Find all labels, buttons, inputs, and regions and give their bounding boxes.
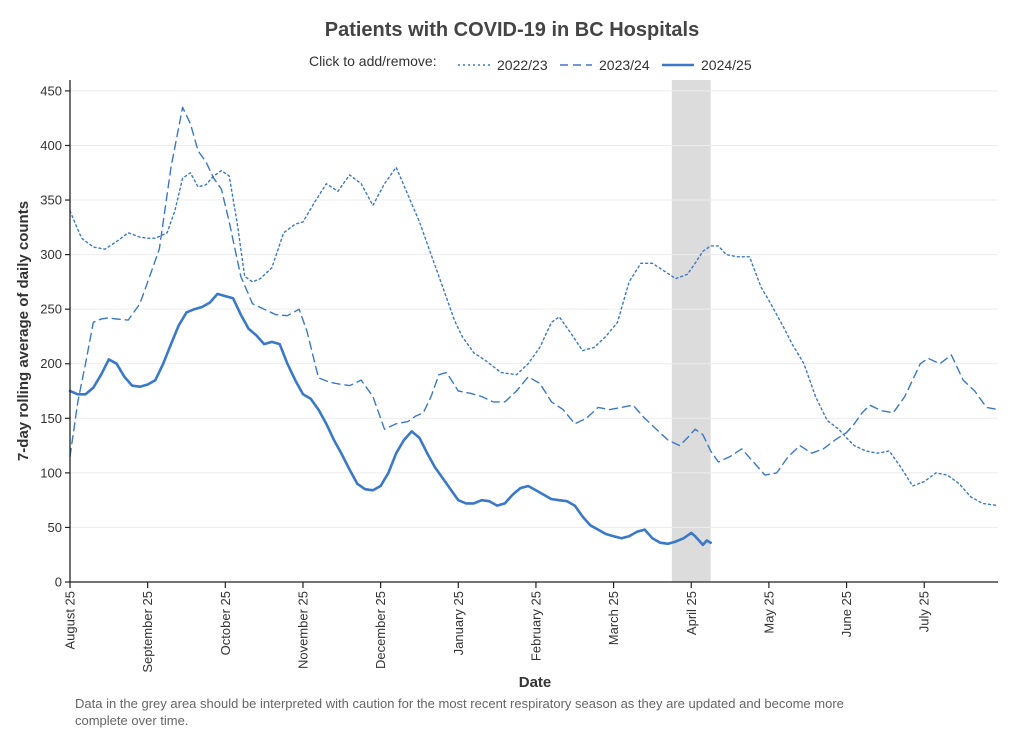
x-tick-label: July 25	[917, 591, 932, 632]
series-line-2022-23	[69, 166, 999, 507]
x-tick-label: February 25	[528, 591, 543, 661]
y-tick-label: 50	[48, 520, 62, 535]
x-tick-label: April 25	[684, 591, 699, 635]
y-tick-label: 0	[55, 575, 62, 590]
x-tick-label: September 25	[140, 591, 155, 673]
x-tick-label: May 25	[761, 591, 776, 634]
legend-item-2023-24[interactable]: 2023/24	[560, 57, 650, 73]
legend-item-2024-25[interactable]: 2024/25	[662, 57, 752, 73]
x-tick-label: June 25	[839, 591, 854, 637]
legend-label-2023-24: 2023/24	[599, 57, 650, 73]
y-tick-label: 200	[40, 356, 62, 371]
legend-label-2024-25: 2024/25	[701, 57, 752, 73]
y-tick-label: 250	[40, 302, 62, 317]
y-tick-label: 100	[40, 465, 62, 480]
x-tick-label: March 25	[606, 591, 621, 645]
x-tick-label: August 25	[63, 591, 78, 650]
legend-item-2022-23[interactable]: 2022/23	[458, 57, 548, 73]
x-axis-title: Date	[519, 674, 552, 691]
y-tick-label: 400	[40, 138, 62, 153]
chart-title: Patients with COVID-19 in BC Hospitals	[325, 19, 700, 41]
legend-label-2022-23: 2022/23	[497, 57, 548, 73]
legend: Click to add/remove: 2022/23 2023/24 202…	[309, 53, 752, 73]
plot-area: 0 50 100 150 200 250 300 350 400 450 August 25 Sept…	[40, 80, 999, 673]
x-tick-label: January 25	[451, 591, 466, 655]
series-line-2024-25	[68, 292, 713, 547]
series-line-2023-24	[69, 106, 999, 476]
y-tick-label: 300	[40, 247, 62, 262]
caution-shaded-region	[671, 80, 711, 582]
y-tick-label: 450	[40, 83, 62, 98]
y-tick-label: 150	[40, 411, 62, 426]
x-tick-label: December 25	[373, 591, 388, 669]
y-axis-title: 7-day rolling average of daily counts	[15, 201, 32, 461]
x-tick-label: October 25	[218, 591, 233, 655]
caution-footnote: Data in the grey area should be interpre…	[75, 696, 844, 728]
legend-hint: Click to add/remove:	[309, 53, 437, 69]
y-tick-label: 350	[40, 193, 62, 208]
x-tick-label: November 25	[295, 591, 310, 669]
